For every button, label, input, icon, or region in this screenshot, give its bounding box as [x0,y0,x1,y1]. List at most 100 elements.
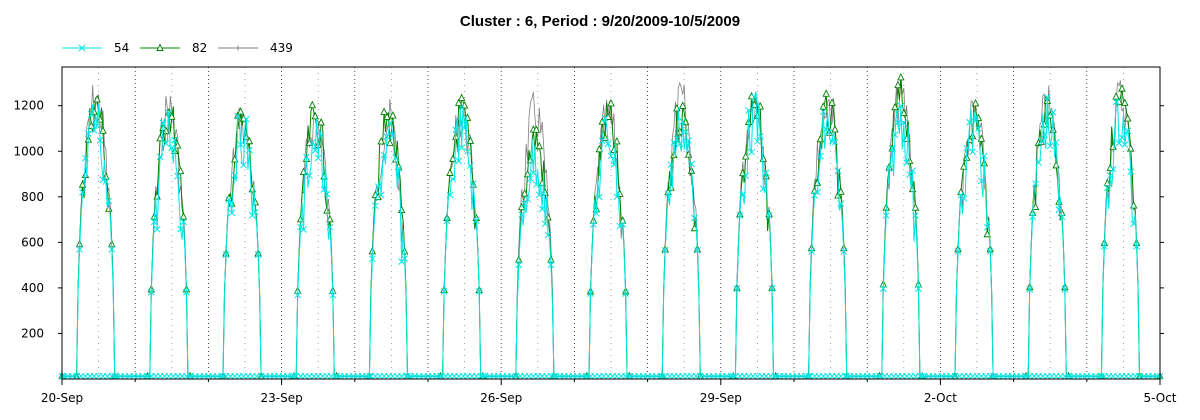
marker-x [243,115,250,123]
marker-x [472,217,480,224]
marker-x [745,107,752,114]
marker-triangle [377,136,385,145]
legend-item-54: 54 [62,41,129,55]
marker-x [682,128,690,136]
marker-x [759,185,767,192]
marker-x [1098,372,1105,380]
marker-x [162,139,170,147]
marker-x [1106,172,1114,179]
marker-x [1032,180,1039,187]
marker-x [673,135,681,142]
marker-triangle [245,136,254,145]
marker-triangle [386,138,394,147]
marker-x [440,288,448,295]
marker-x [966,118,974,126]
marker-triangle [179,212,188,220]
marker-x [1115,139,1123,147]
marker-x [670,139,678,146]
marker-triangle [105,204,113,212]
marker-x [980,152,988,160]
x-tick-label: 20-Sep [41,391,83,405]
marker-x [470,180,477,188]
marker-x [598,137,606,145]
marker-x [452,126,460,134]
marker-x [613,193,621,201]
marker-x [237,141,244,148]
marker-triangle [236,107,245,115]
marker-triangle [87,121,96,129]
legend-label: 82 [192,41,207,55]
marker-x [369,255,376,263]
marker-x [461,124,468,132]
marker-x [691,214,698,222]
y-tick-label: 800 [21,190,44,204]
marker-triangle [173,141,182,149]
marker-triangle [1126,144,1135,152]
marker-x [814,188,821,196]
marker-x [521,200,528,207]
marker-x [989,372,997,380]
marker-triangle [900,108,908,117]
marker-x [180,218,187,226]
marker-x [395,165,403,172]
series-82 [58,72,1164,380]
marker-x [79,188,86,196]
marker-triangle [526,155,535,164]
marker-x [475,288,483,295]
marker-x [108,245,116,253]
marker-triangle [99,126,107,134]
marker-x [751,93,758,101]
marker-x [156,153,164,161]
legend-item-82: 82 [140,41,207,55]
marker-x [918,372,926,380]
marker-x [840,248,848,255]
marker-x [1029,213,1036,221]
marker-x [479,372,487,380]
marker-triangle [1103,178,1112,187]
marker-x [679,118,687,125]
marker-x [111,372,119,380]
marker-x [105,197,113,205]
marker-x [676,140,684,148]
marker-x [978,177,985,185]
marker-x [739,191,747,199]
marker-x [601,115,609,122]
marker-triangle [96,115,104,123]
marker-triangle [446,168,454,176]
marker-triangle [607,98,615,107]
y-tick-label: 1200 [13,99,44,113]
marker-x [219,372,227,380]
series-54 [58,91,1164,380]
marker-x [311,146,319,154]
marker-x [1049,108,1057,116]
marker-triangle [1112,92,1120,100]
marker-x [885,165,893,173]
marker-x [222,251,230,258]
marker-triangle [544,212,552,221]
marker-triangle [397,205,406,214]
marker-x [590,221,597,228]
marker-triangle [968,131,977,140]
marker-x [664,190,672,198]
marker-x [392,154,400,162]
marker-x [1058,213,1066,221]
marker-x [748,148,755,156]
marker-x [736,212,744,219]
marker-x [808,248,815,255]
marker-x [240,161,247,169]
legend-label: 439 [270,41,293,55]
x-tick-label: 2-Oct [924,391,957,405]
marker-x [667,161,675,168]
marker-triangle [541,188,549,196]
marker-x [84,130,92,138]
marker-x [93,122,101,130]
marker-triangle [523,169,532,178]
marker-x [449,175,457,183]
marker-triangle [894,80,902,89]
marker-triangle [837,187,845,195]
marker-x [903,159,911,167]
marker-triangle [834,191,842,199]
marker-triangle [460,101,469,109]
marker-triangle [308,100,317,109]
marker-x [954,248,962,255]
